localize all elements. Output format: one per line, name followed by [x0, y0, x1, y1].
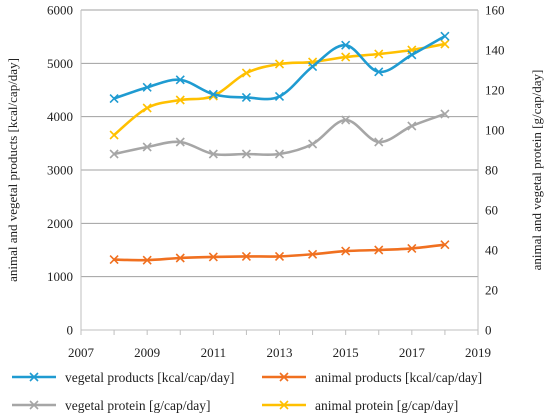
- data-point: [341, 115, 351, 125]
- data-point: [175, 95, 185, 105]
- data-point: [407, 121, 417, 131]
- data-point: [440, 240, 450, 250]
- data-point: [374, 49, 384, 59]
- data-point: [440, 109, 450, 119]
- legend-swatch-marker: [29, 400, 39, 410]
- data-point: [142, 255, 152, 265]
- data-point: [109, 93, 119, 104]
- x-tick-label: 2017: [399, 345, 426, 360]
- y2-tick-label: 0: [485, 323, 492, 338]
- y-tick-label: 2000: [47, 216, 73, 231]
- y2-tick-label: 20: [485, 283, 498, 298]
- legend-item: animal protein [g/cap/day]: [262, 398, 458, 413]
- data-point: [142, 103, 152, 113]
- data-point: [308, 249, 318, 259]
- legend-item: vegetal protein [g/cap/day]: [12, 398, 210, 413]
- data-point: [440, 39, 450, 49]
- data-point: [241, 92, 251, 103]
- data-point: [308, 139, 318, 149]
- data-point: [241, 149, 251, 159]
- data-point: [274, 149, 285, 159]
- data-point: [142, 82, 152, 92]
- y-tick-label: 4000: [47, 109, 73, 124]
- legend-label: vegetal protein [g/cap/day]: [65, 398, 210, 413]
- data-point: [109, 149, 119, 159]
- data-point: [175, 75, 185, 85]
- y2-axis-ticks: 0 20 40 60 80 100 120 140 160: [485, 3, 505, 338]
- legend-swatch-marker: [29, 372, 39, 382]
- data-point: [208, 89, 218, 99]
- x-tick-label: 2007: [68, 345, 95, 360]
- y-tick-label: 3000: [47, 163, 73, 178]
- y2-tick-label: 80: [485, 163, 498, 178]
- y-tick-label: 1000: [47, 269, 73, 284]
- data-point: [440, 31, 450, 41]
- y-tick-label: 6000: [47, 3, 73, 18]
- y2-tick-label: 160: [485, 3, 505, 18]
- series-line: [113, 35, 446, 101]
- x-tick-label: 2019: [465, 345, 491, 360]
- data-point: [341, 40, 351, 50]
- y2-tick-label: 100: [485, 123, 505, 138]
- legend-item: vegetal products [kcal/cap/day]: [12, 370, 234, 385]
- y-axis-ticks: 0 1000 2000 3000 4000 5000 6000: [47, 3, 73, 338]
- y-axis-title: animal and vegetal products [kcal/cap/da…: [5, 58, 20, 282]
- x-tick-label: 2009: [134, 345, 160, 360]
- y2-tick-label: 120: [485, 83, 505, 98]
- series-3: [109, 109, 450, 159]
- data-point: [241, 68, 251, 78]
- data-point: [175, 137, 185, 147]
- data-point: [208, 149, 218, 159]
- data-point: [142, 142, 152, 152]
- y2-axis-title: animal and vegetal protein [g/cap/day]: [529, 70, 544, 271]
- legend-label: animal protein [g/cap/day]: [315, 398, 458, 413]
- y2-tick-label: 40: [485, 243, 498, 258]
- data-point: [208, 252, 218, 262]
- data-point: [109, 255, 119, 265]
- legend-item: animal products [kcal/cap/day]: [262, 370, 482, 385]
- series-4: [109, 39, 450, 140]
- data-point: [374, 67, 384, 77]
- series-line: [114, 243, 446, 262]
- data-point: [308, 61, 318, 72]
- series-1: [109, 31, 450, 104]
- data-point: [374, 245, 384, 255]
- series-2: [109, 240, 450, 265]
- series-line: [113, 42, 446, 137]
- data-point: [175, 253, 185, 263]
- y-tick-label: 5000: [47, 56, 73, 71]
- series-line: [113, 112, 446, 157]
- y2-tick-label: 140: [485, 43, 505, 58]
- data-point: [341, 246, 351, 256]
- legend-swatch-marker: [279, 372, 289, 382]
- data-point: [274, 59, 285, 69]
- y-tick-label: 0: [67, 323, 74, 338]
- data-point: [407, 243, 417, 253]
- legend-label: vegetal products [kcal/cap/day]: [65, 370, 234, 385]
- data-point: [341, 52, 351, 62]
- data-point: [274, 251, 285, 261]
- data-point: [407, 50, 417, 60]
- legend-swatch-marker: [279, 400, 289, 410]
- data-point: [274, 91, 285, 101]
- x-tick-label: 2015: [333, 345, 359, 360]
- x-tick-label: 2011: [201, 345, 227, 360]
- x-axis-ticks: 2007 2009 2011 2013 2015 2017 2019: [68, 330, 491, 360]
- data-point: [109, 130, 119, 140]
- x-tick-label: 2013: [267, 345, 293, 360]
- series-layer: [109, 31, 450, 265]
- y2-tick-label: 60: [485, 203, 498, 218]
- data-point: [241, 251, 251, 261]
- data-point: [374, 137, 384, 147]
- legend: vegetal products [kcal/cap/day] animal pr…: [12, 370, 482, 413]
- legend-label: animal products [kcal/cap/day]: [315, 370, 482, 385]
